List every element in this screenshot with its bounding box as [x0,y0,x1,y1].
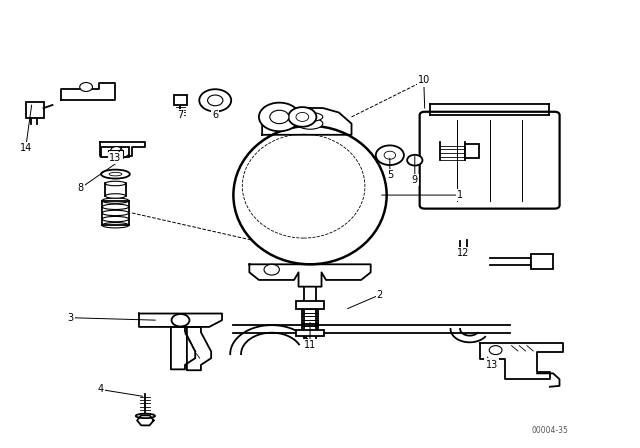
Text: 1: 1 [456,190,463,200]
Circle shape [376,146,404,165]
Text: 13: 13 [486,360,498,370]
FancyBboxPatch shape [420,112,559,209]
Ellipse shape [234,126,387,264]
Ellipse shape [102,223,129,228]
Bar [296,302,324,310]
Circle shape [172,314,189,327]
Circle shape [80,82,93,91]
Ellipse shape [105,194,125,198]
Ellipse shape [102,198,129,203]
Bar [296,330,324,336]
Circle shape [296,112,308,121]
Circle shape [288,107,316,127]
Circle shape [207,95,223,106]
Circle shape [384,151,396,159]
Circle shape [199,89,231,112]
Circle shape [407,155,422,166]
Ellipse shape [102,216,129,222]
Bar [465,144,479,158]
Ellipse shape [109,172,122,176]
Text: 11: 11 [304,340,316,349]
Text: 4: 4 [97,384,104,395]
Text: 2: 2 [377,290,383,300]
Circle shape [270,110,289,124]
Text: 7: 7 [177,110,184,121]
Bar [26,102,44,118]
Text: 6: 6 [212,110,218,121]
Bar [531,254,554,269]
Text: 3: 3 [67,313,74,323]
Text: 12: 12 [456,248,469,258]
Text: 9: 9 [412,175,418,185]
Ellipse shape [136,414,155,418]
Bar [105,184,125,196]
Text: 14: 14 [19,143,32,153]
Bar [174,95,187,105]
Bar [101,147,129,157]
Ellipse shape [101,170,130,179]
Text: 5: 5 [387,170,393,180]
Text: 00004-35: 00004-35 [531,426,568,435]
Ellipse shape [105,181,125,186]
Circle shape [259,103,300,131]
Ellipse shape [102,210,129,215]
Circle shape [264,264,280,275]
Ellipse shape [297,118,323,129]
Bar [108,150,123,155]
Ellipse shape [297,112,323,121]
Text: 8: 8 [77,183,84,193]
Ellipse shape [102,204,129,210]
Text: 10: 10 [418,75,430,86]
Text: 13: 13 [109,153,122,163]
Circle shape [489,346,502,355]
Circle shape [111,146,122,155]
